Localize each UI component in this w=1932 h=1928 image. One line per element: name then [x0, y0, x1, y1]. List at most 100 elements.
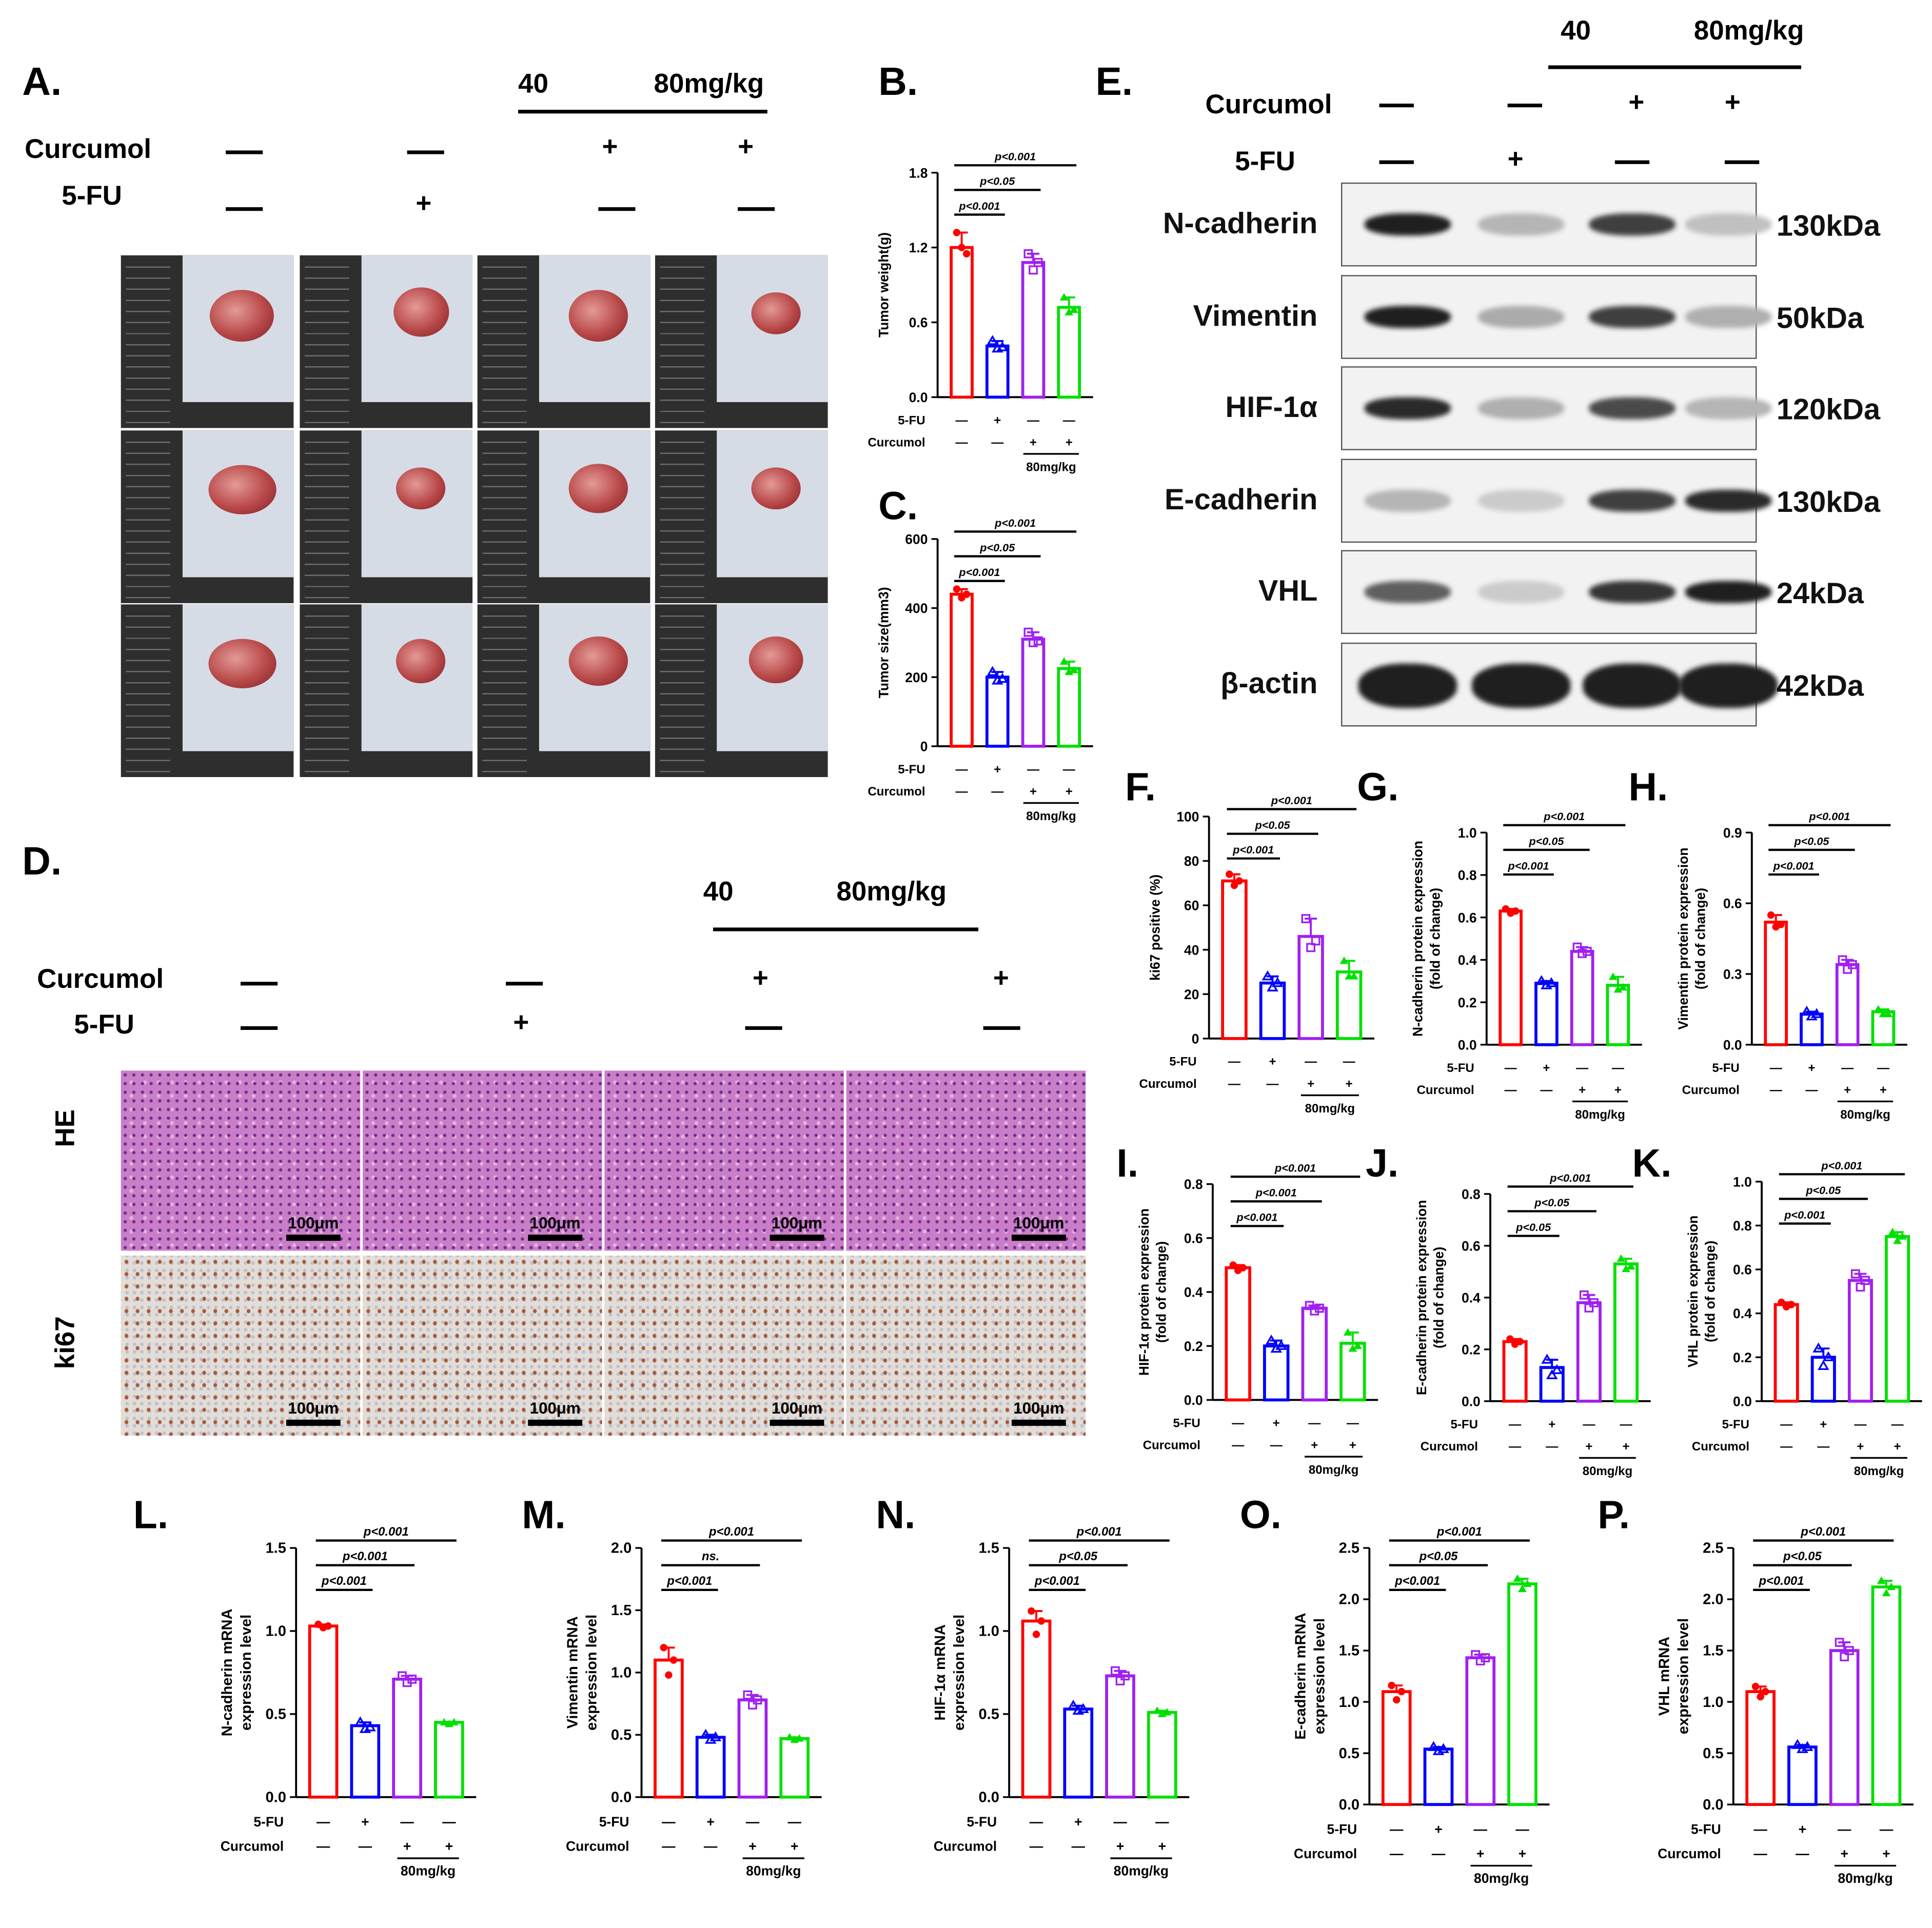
tumor — [751, 292, 801, 334]
protein-band — [1477, 306, 1565, 328]
minus-sign: — — [1267, 1077, 1279, 1091]
data-point — [1838, 955, 1847, 965]
p-value-label: p<0.05 — [979, 541, 1015, 554]
scale-bar: 100μm — [770, 1214, 824, 1241]
y-axis-label-2: (fold of change) — [1431, 1247, 1447, 1348]
plus-sign: + — [1857, 1440, 1864, 1454]
y-tick-label: 1.5 — [1703, 1643, 1723, 1659]
tumor — [396, 467, 446, 510]
data-point — [1874, 1005, 1883, 1012]
molecular-weight: 24kDa — [1776, 577, 1864, 611]
bar — [1885, 1235, 1910, 1403]
data-point — [785, 1733, 794, 1741]
data-point — [1428, 1741, 1440, 1751]
panel-label-e: E. — [1095, 59, 1133, 104]
y-tick-label: 0.2 — [1184, 1339, 1203, 1354]
dose-high-label: 80mg/kg — [1693, 14, 1804, 46]
y-tick-label: 40 — [1184, 942, 1199, 958]
data-point — [1239, 1264, 1247, 1271]
dose-label: 80mg/kg — [1840, 1108, 1890, 1122]
curcumol-row-label: Curcumol — [566, 1839, 629, 1854]
plus-sign: + — [1623, 1440, 1630, 1454]
ruler — [126, 260, 171, 423]
panel-label-p: P. — [1598, 1492, 1630, 1537]
data-point — [1777, 921, 1785, 928]
data-point — [1481, 1653, 1490, 1663]
data-point — [1840, 1652, 1849, 1662]
y-tick-label: 1.8 — [909, 165, 928, 181]
data-point — [953, 229, 961, 236]
data-point — [1619, 983, 1627, 991]
data-point — [1884, 1009, 1892, 1018]
bar — [1339, 1342, 1366, 1402]
plus-sign: + — [1628, 86, 1645, 117]
data-point — [1033, 636, 1043, 646]
data-point — [1843, 964, 1852, 974]
minus-sign: — — [1305, 1055, 1317, 1069]
bar-chart-o: 0.0 0.5 1.0 1.5 2.0 2.5 E-cadherin mRNA express… — [1292, 1525, 1550, 1886]
y-tick-label: 600 — [905, 532, 928, 547]
y-tick-label: 1.5 — [1339, 1643, 1359, 1659]
molecular-weight: 130kDa — [1776, 486, 1881, 520]
plus-sign: + — [1158, 1839, 1166, 1854]
plus-sign: + — [1894, 1440, 1901, 1454]
data-point — [1029, 638, 1038, 647]
y-tick-label: 200 — [905, 670, 928, 685]
bar — [350, 1724, 381, 1799]
dose-low-label: 40 — [1561, 14, 1591, 46]
fu-row-label: 5-FU — [898, 763, 925, 777]
dose-label: 80mg/kg — [1854, 1464, 1904, 1478]
y-tick-label: 0.6 — [1184, 1230, 1203, 1246]
dose-label: 80mg/kg — [1305, 1102, 1355, 1116]
data-point — [1584, 1303, 1594, 1313]
data-point — [1353, 1341, 1362, 1349]
p-value-label: p<0.05 — [1515, 1221, 1551, 1234]
p-value-label: p<0.001 — [321, 1574, 367, 1588]
data-point — [1067, 1699, 1079, 1710]
dose-label: 80mg/kg — [1583, 1464, 1633, 1478]
p-value-label: p<0.001 — [1034, 1574, 1080, 1588]
data-point — [1153, 1706, 1162, 1714]
p-value-label: p<0.001 — [1821, 1159, 1862, 1172]
p-value-label: p<0.001 — [708, 1525, 754, 1539]
p-value-label: p<0.001 — [1394, 1574, 1440, 1588]
tumor-photo — [477, 255, 650, 428]
minus-sign: — — [317, 1839, 330, 1854]
minus-sign: — — [746, 1814, 760, 1830]
data-point — [1271, 977, 1284, 987]
p-value-label: p<0.001 — [342, 1549, 388, 1563]
plot-area: 0.0 0.2 0.4 0.6 0.8 E-cadherin protein expres… — [1414, 1171, 1651, 1478]
y-tick-label: 0.8 — [1184, 1177, 1203, 1192]
data-point — [1844, 1646, 1854, 1656]
dose-label: 80mg/kg — [1026, 461, 1076, 474]
molecular-weight: 120kDa — [1776, 393, 1881, 427]
ruler — [482, 609, 527, 772]
minus-sign: — — [1347, 1416, 1359, 1430]
fu-row-label: 5-FU — [1327, 1821, 1357, 1837]
y-tick-label: 0.9 — [1723, 825, 1742, 841]
tumor-photo — [655, 604, 828, 778]
bar — [1502, 1340, 1528, 1403]
y-tick-label: 0.0 — [611, 1789, 632, 1805]
protein-label: VHL — [1258, 574, 1318, 608]
data-point — [669, 1656, 678, 1664]
data-point — [1226, 870, 1233, 878]
ki67-row-label: ki67 — [49, 1316, 81, 1369]
tumor-photo — [121, 604, 294, 778]
y-tick-label: 0.6 — [909, 315, 928, 330]
data-point — [1235, 877, 1243, 885]
he-stain-image: 100μm — [121, 1070, 361, 1251]
data-point — [1541, 1354, 1553, 1364]
protein-band — [1589, 306, 1675, 328]
p-value-label: p<0.001 — [1076, 1525, 1122, 1539]
data-point — [1626, 1262, 1635, 1270]
panel-label-l: L. — [133, 1492, 169, 1537]
y-tick-label: 2.0 — [1703, 1592, 1723, 1608]
y-axis-label-2: (fold of change) — [1692, 888, 1708, 989]
data-point — [1787, 1301, 1795, 1308]
data-point — [1471, 1650, 1481, 1660]
bar-chart-b: 0.0 0.6 1.2 1.8 Tumor weight(g) p<0.001 p<0.05… — [868, 150, 1093, 474]
data-point — [1801, 1741, 1813, 1751]
p-value-label: p<0.001 — [1808, 810, 1850, 823]
molecular-weight: 130kDa — [1776, 209, 1881, 243]
